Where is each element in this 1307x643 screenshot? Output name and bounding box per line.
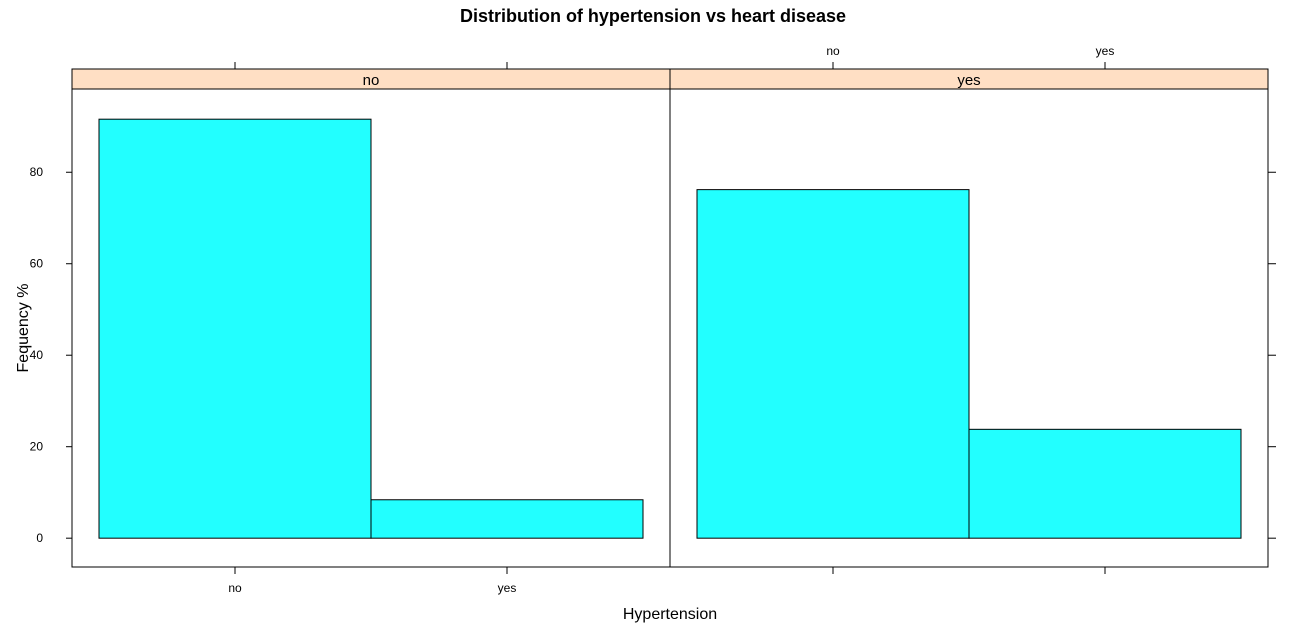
- y-tick-label: 80: [30, 165, 44, 179]
- y-tick-label: 20: [30, 440, 44, 454]
- chart-title: Distribution of hypertension vs heart di…: [460, 6, 846, 26]
- panels: no yes: [71, 68, 1269, 568]
- x-tick-label-bottom: yes: [498, 581, 517, 595]
- x-tick-label-bottom: no: [228, 581, 242, 595]
- y-tick-label: 40: [30, 348, 44, 362]
- x-tick-label-top: no: [826, 44, 840, 58]
- y-axis-label: Fequency %: [15, 284, 32, 373]
- y-tick-label: 0: [36, 531, 43, 545]
- panel-yes: yes: [669, 68, 1269, 568]
- x-axis: no yes no yes: [228, 44, 1114, 595]
- bar-yes: [968, 428, 1242, 539]
- strip-label: no: [363, 72, 380, 89]
- panel-no: no: [71, 68, 671, 568]
- bar-no: [696, 189, 970, 539]
- y-tick-label: 60: [30, 257, 44, 271]
- bar-yes: [370, 499, 644, 539]
- x-axis-label: Hypertension: [623, 606, 717, 623]
- strip-background: [669, 68, 1269, 90]
- strip-label: yes: [957, 72, 980, 89]
- bar-no: [98, 118, 372, 539]
- x-tick-label-top: yes: [1096, 44, 1115, 58]
- y-axis: 0 20 40 60 80: [30, 165, 1276, 545]
